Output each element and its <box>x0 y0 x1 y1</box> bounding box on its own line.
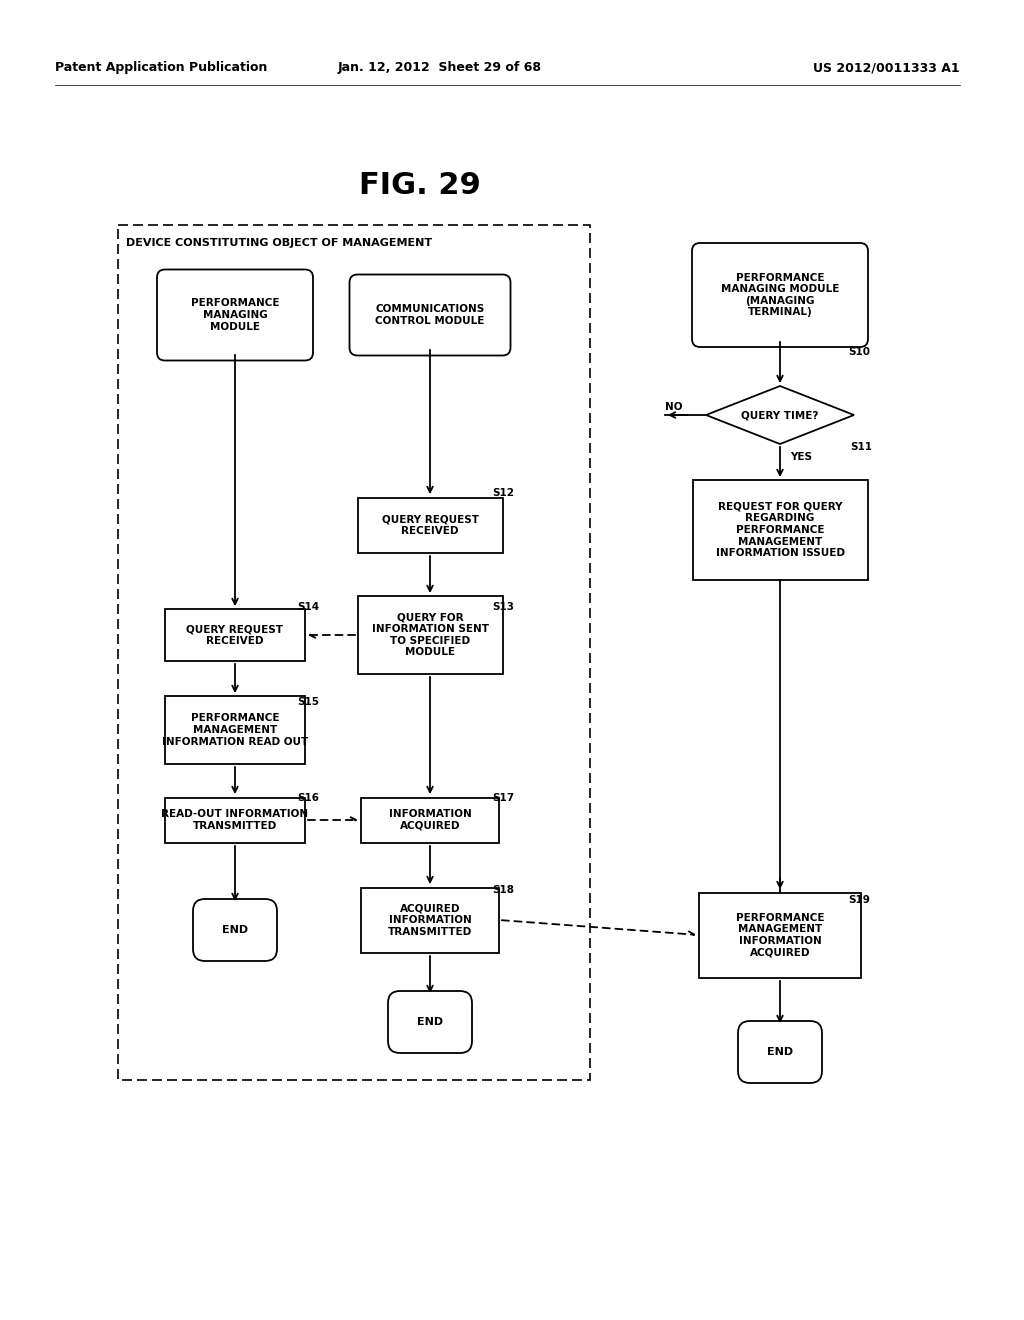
Bar <box>118 224 590 1080</box>
Text: PERFORMANCE
MANAGING
MODULE: PERFORMANCE MANAGING MODULE <box>190 298 280 331</box>
Text: QUERY REQUEST
RECEIVED: QUERY REQUEST RECEIVED <box>186 624 284 645</box>
Bar <box>361 797 499 842</box>
Text: PERFORMANCE
MANAGEMENT
INFORMATION READ OUT: PERFORMANCE MANAGEMENT INFORMATION READ … <box>162 713 308 747</box>
Bar <box>692 480 867 579</box>
Text: PERFORMANCE
MANAGEMENT
INFORMATION
ACQUIRED: PERFORMANCE MANAGEMENT INFORMATION ACQUI… <box>736 912 824 957</box>
Bar <box>699 892 861 978</box>
Text: S17: S17 <box>492 793 514 803</box>
Bar <box>357 498 503 553</box>
Text: S18: S18 <box>492 884 514 895</box>
FancyBboxPatch shape <box>692 243 868 347</box>
Text: READ-OUT INFORMATION
TRANSMITTED: READ-OUT INFORMATION TRANSMITTED <box>162 809 308 830</box>
Text: S12: S12 <box>492 488 514 498</box>
Bar <box>165 696 305 764</box>
Text: QUERY FOR
INFORMATION SENT
TO SPECIFIED
MODULE: QUERY FOR INFORMATION SENT TO SPECIFIED … <box>372 612 488 657</box>
Text: ACQUIRED
INFORMATION
TRANSMITTED: ACQUIRED INFORMATION TRANSMITTED <box>388 903 472 937</box>
Text: END: END <box>767 1047 793 1057</box>
Bar <box>165 609 305 661</box>
Text: Patent Application Publication: Patent Application Publication <box>55 62 267 74</box>
Bar <box>361 887 499 953</box>
Text: END: END <box>417 1016 443 1027</box>
Text: S10: S10 <box>848 347 870 356</box>
Bar <box>165 797 305 842</box>
FancyBboxPatch shape <box>349 275 511 355</box>
Text: S16: S16 <box>297 793 319 803</box>
Text: END: END <box>222 925 248 935</box>
FancyBboxPatch shape <box>738 1020 822 1082</box>
FancyBboxPatch shape <box>388 991 472 1053</box>
Text: NO: NO <box>665 403 683 412</box>
Text: S14: S14 <box>297 602 319 612</box>
Text: QUERY TIME?: QUERY TIME? <box>741 411 818 420</box>
Text: US 2012/0011333 A1: US 2012/0011333 A1 <box>813 62 961 74</box>
Text: REQUEST FOR QUERY
REGARDING
PERFORMANCE
MANAGEMENT
INFORMATION ISSUED: REQUEST FOR QUERY REGARDING PERFORMANCE … <box>716 502 845 558</box>
Text: Jan. 12, 2012  Sheet 29 of 68: Jan. 12, 2012 Sheet 29 of 68 <box>338 62 542 74</box>
FancyBboxPatch shape <box>193 899 278 961</box>
Text: S11: S11 <box>850 442 872 451</box>
Bar <box>357 597 503 675</box>
Text: DEVICE CONSTITUTING OBJECT OF MANAGEMENT: DEVICE CONSTITUTING OBJECT OF MANAGEMENT <box>126 238 432 248</box>
Text: PERFORMANCE
MANAGING MODULE
(MANAGING
TERMINAL): PERFORMANCE MANAGING MODULE (MANAGING TE… <box>721 273 840 317</box>
Polygon shape <box>706 385 854 444</box>
FancyBboxPatch shape <box>157 269 313 360</box>
Text: INFORMATION
ACQUIRED: INFORMATION ACQUIRED <box>389 809 471 830</box>
Text: S19: S19 <box>848 895 869 906</box>
Text: YES: YES <box>790 451 812 462</box>
Text: S13: S13 <box>492 602 514 612</box>
Text: COMMUNICATIONS
CONTROL MODULE: COMMUNICATIONS CONTROL MODULE <box>376 304 484 326</box>
Text: S15: S15 <box>297 697 319 708</box>
Text: FIG. 29: FIG. 29 <box>359 170 481 199</box>
Text: QUERY REQUEST
RECEIVED: QUERY REQUEST RECEIVED <box>382 515 478 536</box>
